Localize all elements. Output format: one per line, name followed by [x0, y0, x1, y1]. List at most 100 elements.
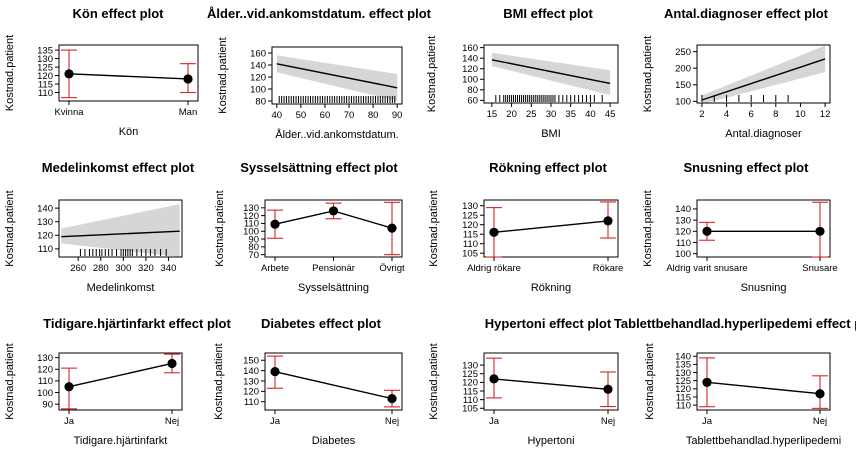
effect-line [68, 362, 173, 388]
x-tick-label: Pensionär [312, 263, 355, 274]
y-tick-label: 115 [676, 392, 691, 403]
x-tick-label: Snusare [802, 263, 837, 274]
x-tick-label: 50 [296, 110, 307, 121]
estimate-point [167, 358, 177, 369]
y-tick-label: 120 [37, 71, 53, 82]
y-tick-label: 115 [463, 386, 478, 397]
x-tick-label: 15 [487, 109, 498, 120]
y-axis-label: Kostnad.patient [642, 190, 654, 266]
y-tick-label: 150 [243, 356, 259, 367]
x-tick-label: Ja [489, 416, 500, 427]
y-tick-label: 135 [675, 360, 691, 371]
y-tick-label: 120 [462, 64, 478, 75]
panel-title: Ålder..vid.ankomstdatum. effect plot [207, 6, 432, 21]
x-tick-label: Nej [385, 416, 399, 427]
x-tick-label: Nej [601, 416, 615, 427]
y-tick-label: 130 [37, 217, 53, 228]
estimate-point [815, 389, 825, 399]
y-tick-label: 130 [37, 54, 53, 65]
plot-frame [483, 352, 619, 411]
y-tick-label: 115 [463, 230, 478, 241]
y-tick-label: 100 [675, 249, 691, 260]
estimate-point [489, 227, 499, 237]
plot-frame [58, 199, 183, 258]
y-tick-label: 120 [462, 378, 478, 389]
x-tick-label: Rökare [593, 263, 624, 274]
panel-title: Antal.diagnoser effect plot [664, 6, 829, 21]
x-axis-label: Kön [119, 126, 139, 138]
y-tick-label: 110 [38, 376, 53, 387]
effect-line [61, 230, 180, 238]
y-tick-label: 100 [250, 84, 266, 95]
y-tick-label: 110 [676, 400, 691, 411]
y-tick-label: 135 [37, 45, 53, 56]
plot-frame [264, 352, 403, 411]
y-tick-label: 140 [462, 53, 478, 64]
y-axis-label: Kostnad.patient [428, 190, 440, 266]
panel-title: Hypertoni effect plot [485, 316, 612, 331]
y-tick-label: 140 [37, 203, 53, 214]
x-tick-label: 260 [70, 263, 86, 274]
y-tick-label: 130 [243, 203, 259, 214]
plot-frame [58, 352, 183, 411]
x-axis-label: Snusning [741, 282, 787, 294]
y-tick-label: 120 [37, 365, 53, 376]
y-tick-label: 250 [675, 47, 691, 58]
x-axis-label: BMI [541, 128, 561, 140]
y-tick-label: 115 [38, 79, 53, 90]
y-tick-label: 130 [675, 368, 691, 379]
y-tick-label: 80 [248, 242, 259, 253]
panel-title: Snusning effect plot [684, 160, 810, 175]
estimate-point [183, 74, 193, 84]
y-tick-label: 70 [248, 250, 259, 261]
y-tick-label: 130 [37, 353, 53, 364]
x-tick-label: 20 [506, 109, 517, 120]
y-tick-label: 80 [467, 85, 478, 96]
y-tick-label: 110 [38, 88, 53, 99]
y-tick-label: 105 [462, 404, 478, 415]
y-tick-label: 120 [675, 384, 691, 395]
panel-title: Medelinkomst effect plot [42, 160, 195, 175]
y-tick-label: 110 [676, 238, 691, 249]
y-axis-label: Kostnad.patient [4, 190, 16, 266]
x-tick-label: 12 [820, 109, 831, 120]
effect-line [701, 58, 826, 101]
y-axis-label: Kostnad.patient [217, 37, 229, 113]
estimate-point [603, 216, 613, 226]
y-tick-label: 125 [462, 369, 478, 380]
x-tick-label: Arbete [261, 263, 289, 274]
y-tick-label: 120 [243, 387, 259, 398]
panel-title: BMI effect plot [503, 6, 593, 21]
x-tick-label: 60 [320, 110, 331, 121]
y-axis-label: Kostnad.patient [4, 343, 16, 419]
x-tick-label: Man [179, 107, 197, 118]
estimate-point [702, 226, 712, 236]
plot-frame [696, 352, 831, 411]
panel-6: Sysselsättning effect plot 70809010011012… [214, 160, 405, 294]
y-tick-label: 140 [675, 352, 691, 363]
y-axis-label: Kostnad.patient [4, 35, 16, 111]
x-tick-label: 45 [605, 109, 616, 120]
effect-line [274, 370, 393, 400]
y-tick-label: 105 [462, 249, 478, 260]
x-tick-label: 10 [795, 109, 806, 120]
panel-title: Tidigare.hjärtinfarkt effect plot [43, 316, 231, 331]
y-tick-label: 110 [463, 239, 478, 250]
y-tick-label: 130 [675, 215, 691, 226]
y-tick-label: 100 [675, 97, 691, 108]
x-tick-label: 4 [724, 109, 729, 120]
estimate-point [387, 394, 397, 404]
x-axis-label: Rökning [531, 282, 571, 294]
x-tick-label: 90 [392, 110, 403, 121]
y-axis-label: Kostnad.patient [642, 36, 654, 112]
x-tick-label: Ja [64, 416, 75, 427]
effect-line [68, 73, 189, 80]
panel-title: Diabetes effect plot [261, 316, 382, 331]
y-tick-label: 120 [37, 231, 53, 242]
effect-line [491, 59, 611, 85]
